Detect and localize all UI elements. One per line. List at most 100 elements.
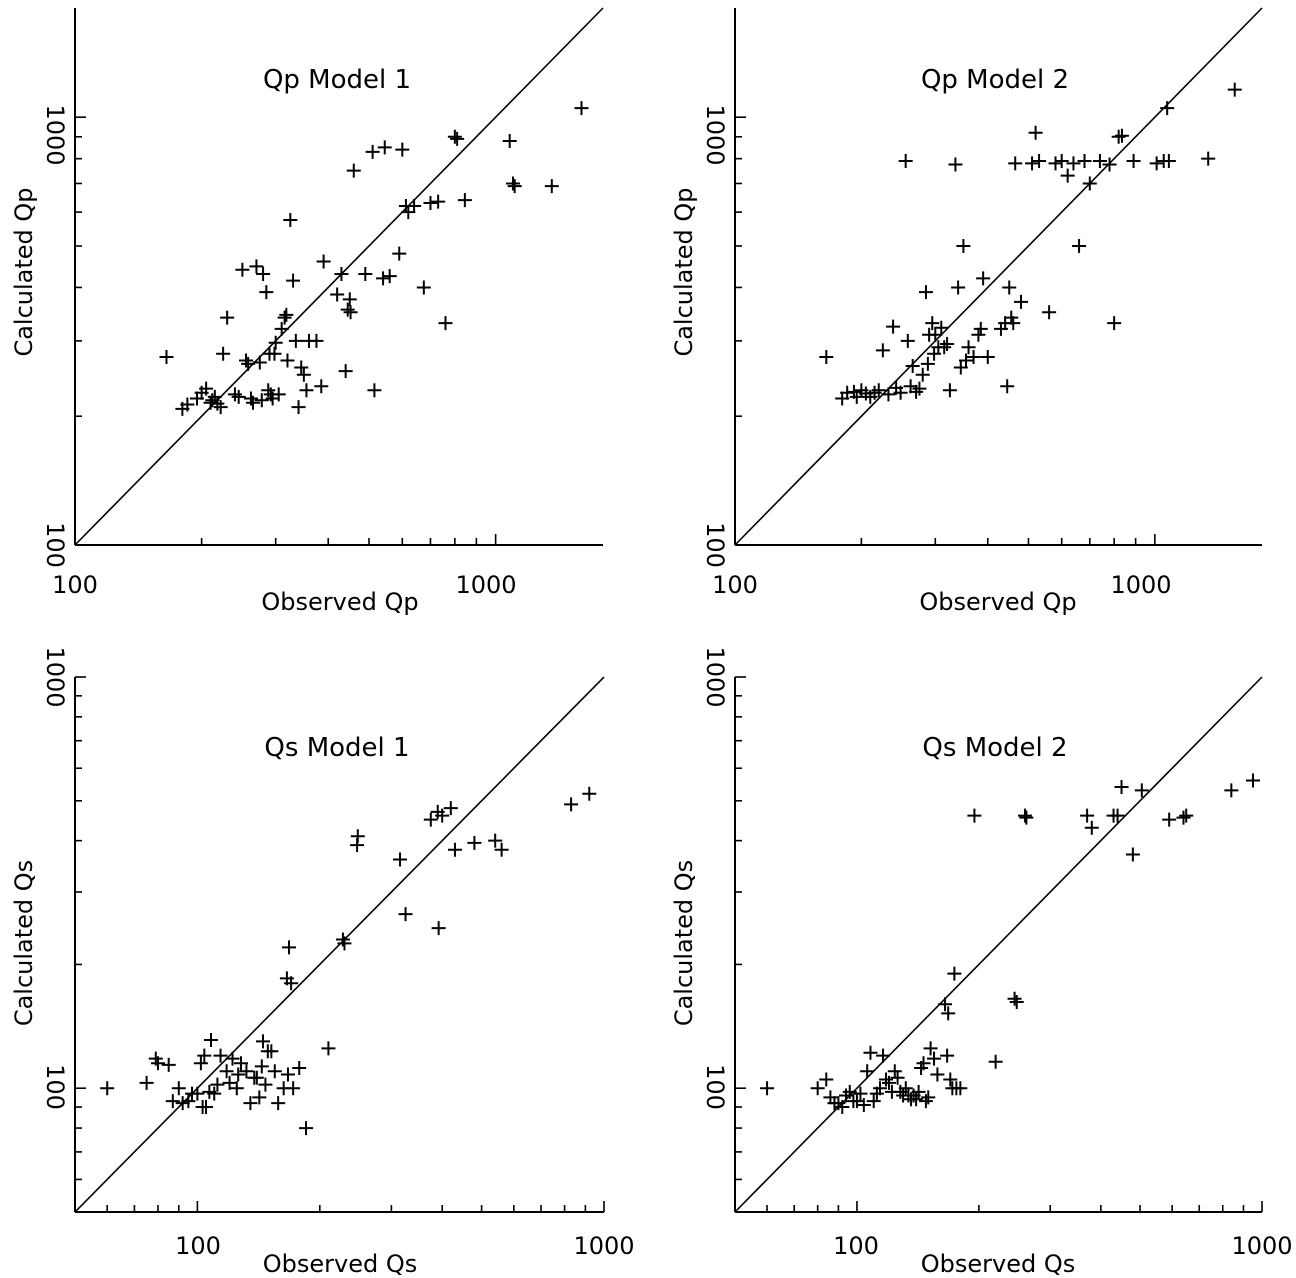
data-point	[346, 163, 361, 178]
data-point	[943, 1072, 958, 1087]
data-point	[288, 333, 303, 348]
data-point	[971, 327, 986, 342]
panel-4-y-tick-label-1000: 1000	[701, 646, 729, 707]
data-point	[309, 333, 324, 348]
panel-4-title: Qs Model 2	[922, 733, 1067, 763]
data-point	[911, 1084, 926, 1099]
data-point	[893, 385, 908, 400]
data-point	[866, 1094, 881, 1109]
data-point	[197, 1048, 212, 1063]
data-point	[321, 1041, 336, 1056]
data-point	[296, 367, 311, 382]
data-point	[316, 254, 331, 269]
data-point	[395, 142, 410, 157]
data-point	[973, 321, 988, 336]
data-point	[280, 1067, 295, 1082]
data-point	[447, 842, 462, 857]
data-point	[1161, 153, 1176, 168]
data-point	[927, 1051, 942, 1066]
data-point	[905, 359, 920, 374]
data-point	[1102, 157, 1117, 172]
data-point	[264, 1044, 279, 1059]
data-point	[923, 1041, 938, 1056]
data-point	[494, 842, 509, 857]
data-point	[915, 367, 930, 382]
data-point	[860, 1064, 875, 1079]
panel-1-points	[159, 101, 589, 416]
data-point	[871, 383, 886, 398]
data-point	[239, 353, 254, 368]
panel-2-x-axis-label: Observed Qp	[919, 588, 1076, 616]
data-point	[507, 179, 522, 194]
data-point	[876, 1048, 891, 1063]
panel-3-title: Qs Model 1	[264, 733, 409, 763]
data-point	[1000, 379, 1015, 394]
data-point	[1114, 780, 1129, 795]
data-point	[282, 940, 297, 955]
panel-3-ticks	[74, 676, 605, 1213]
data-point	[216, 346, 231, 361]
data-point	[951, 280, 966, 295]
data-point	[1006, 316, 1021, 331]
data-point	[254, 393, 269, 408]
panel-1-title: Qp Model 1	[263, 65, 411, 95]
data-point	[900, 333, 915, 348]
panel-1-y-tick-label-1000: 1000	[41, 104, 69, 165]
data-point	[249, 1070, 264, 1085]
data-point	[909, 1092, 924, 1107]
data-point	[274, 321, 289, 336]
data-point	[988, 1054, 1003, 1069]
data-point	[258, 1077, 273, 1092]
data-point	[292, 1060, 307, 1075]
data-point	[443, 801, 458, 816]
panel-2-title: Qp Model 2	[921, 65, 1069, 95]
data-point	[506, 176, 521, 191]
data-point	[582, 786, 597, 801]
data-point	[343, 305, 358, 320]
data-point	[1126, 153, 1141, 168]
data-point	[210, 1077, 225, 1092]
data-point	[948, 157, 963, 172]
data-point	[980, 350, 995, 365]
data-point	[401, 205, 416, 220]
data-point	[1160, 101, 1175, 116]
panel-2-y-tick-label-1000: 1000	[701, 104, 729, 165]
data-point	[377, 140, 392, 155]
data-point	[882, 1075, 897, 1090]
data-point	[280, 353, 295, 368]
panel-1-x-tick-label-1000: 1000	[455, 571, 516, 599]
data-point	[930, 1067, 945, 1082]
data-point	[940, 1048, 955, 1063]
data-point	[925, 316, 940, 331]
data-point	[898, 1081, 913, 1096]
panel-3-x-tick-label-1000: 1000	[573, 1232, 634, 1260]
data-point	[330, 287, 345, 302]
data-point	[1072, 238, 1087, 253]
panel-1-x-axis-label: Observed Qp	[261, 588, 418, 616]
data-point	[942, 383, 957, 398]
data-point	[574, 101, 589, 116]
data-point	[941, 1006, 956, 1021]
data-point	[1008, 156, 1023, 171]
data-point	[872, 1081, 887, 1096]
data-point	[382, 269, 397, 284]
data-point	[947, 966, 962, 981]
data-point	[1002, 280, 1017, 295]
data-point	[1080, 808, 1095, 823]
panel-4-identity-line	[734, 676, 1263, 1213]
data-point	[207, 389, 222, 404]
data-point	[239, 1064, 254, 1079]
data-point	[976, 271, 991, 286]
data-point	[231, 1067, 246, 1082]
panel-3-points	[100, 786, 597, 1136]
data-point	[447, 129, 462, 144]
data-point	[213, 400, 228, 415]
data-point	[1092, 153, 1107, 168]
data-point	[1110, 808, 1125, 823]
data-point	[1042, 305, 1057, 320]
data-point	[1179, 808, 1194, 823]
data-point	[1019, 810, 1034, 825]
data-point	[909, 384, 924, 399]
data-point	[1009, 995, 1024, 1010]
data-point	[199, 381, 214, 396]
